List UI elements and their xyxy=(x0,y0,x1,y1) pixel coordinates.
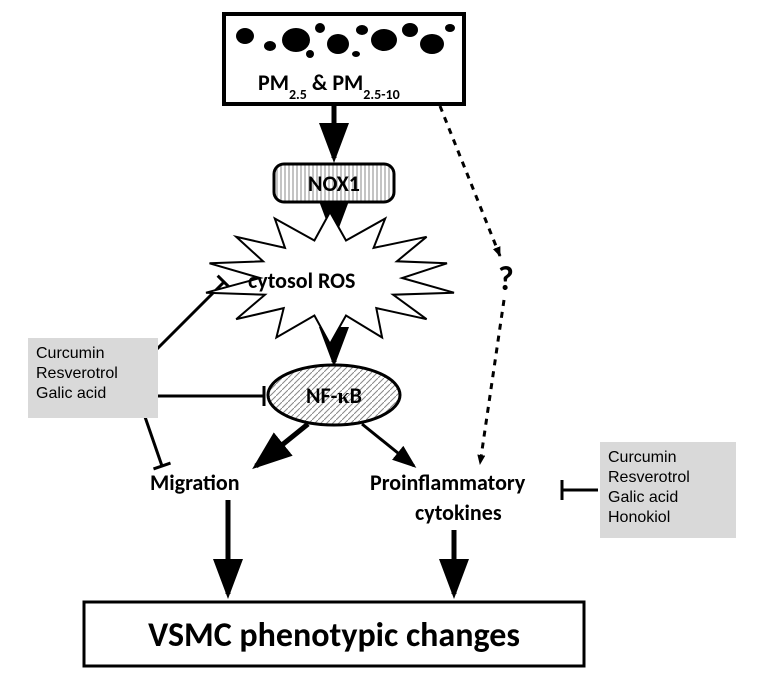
dashed-arrows xyxy=(440,106,504,464)
nfkb-label: NF-κB xyxy=(306,382,362,409)
nox1-label: NOX1 xyxy=(308,170,360,197)
cytokines-label-1: Proinflammatory xyxy=(370,469,526,496)
final-outcome-label: VSMC phenotypic changes xyxy=(148,615,520,656)
nfkb-node: NF-κB xyxy=(268,365,400,425)
nox1-node: NOX1 xyxy=(274,164,394,202)
diagram: PM2.5 & PM2.5-10 NOX1 cytosol ROS NF-κB … xyxy=(0,0,766,683)
inhibitor-box-right: CurcuminResverotrolGalic acidHonokiol xyxy=(600,442,736,538)
ros-label: cytosol ROS xyxy=(248,267,355,294)
pm-box: PM2.5 & PM2.5-10 xyxy=(224,14,464,104)
inhibitor-box-left: CurcuminResverotrolGalic acid xyxy=(28,338,158,418)
question-mark: ? xyxy=(498,259,514,300)
cytokines-label-2: cytokines xyxy=(415,499,502,526)
final-outcome-box: VSMC phenotypic changes xyxy=(84,602,584,666)
migration-label: Migration xyxy=(150,469,240,496)
ros-node: cytosol ROS xyxy=(206,212,454,344)
